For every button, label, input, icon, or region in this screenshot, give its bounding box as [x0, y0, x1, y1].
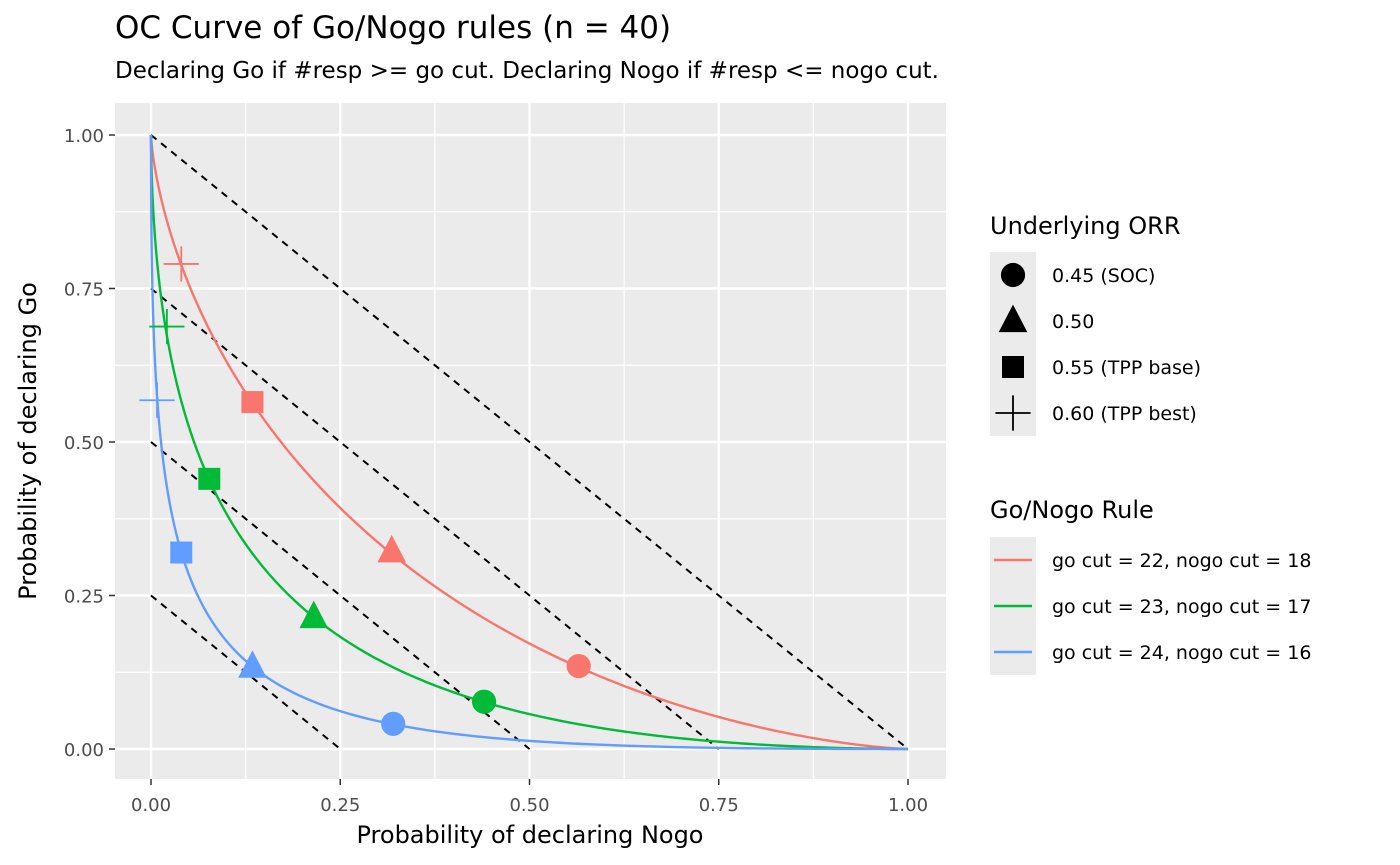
legend-rule-label-2: go cut = 24, nogo cut = 16 — [1052, 642, 1311, 664]
legend-orr-title: Underlying ORR — [990, 212, 1181, 240]
point-s1-triangle — [299, 600, 329, 629]
axes: 0.00 0.25 0.50 0.75 1.00 0.00 0.25 0.50 0.75 1.00 — [64, 126, 928, 816]
point-s2-plus — [139, 382, 175, 418]
y-tick-label-4: 1.00 — [64, 126, 104, 147]
x-tick-label-2: 0.50 — [509, 795, 549, 816]
reference-line-1 — [150, 287, 720, 750]
chart-title: OC Curve of Go/Nogo rules (n = 40) — [115, 10, 672, 46]
legend-orr-label-3: 0.60 (TPP best) — [1052, 403, 1197, 425]
legend-rule-label-1: go cut = 23, nogo cut = 17 — [1052, 596, 1311, 618]
point-s0-plus — [163, 246, 199, 282]
x-axis-label: Probability of declaring Nogo — [357, 821, 704, 849]
point-s0-square — [241, 391, 264, 414]
legend-orr-label-1: 0.50 — [1052, 311, 1094, 333]
y-tick-label-1: 0.25 — [64, 587, 104, 608]
legend-orr-key-square — [1002, 356, 1024, 378]
legend-orr-label-0: 0.45 (SOC) — [1052, 265, 1155, 287]
chart-subtitle: Declaring Go if #resp >= go cut. Declari… — [115, 58, 939, 84]
reference-line-0 — [150, 134, 909, 750]
legend-orr-key-triangle — [998, 304, 1028, 333]
legend-underlying-orr: Underlying ORR 0.45 (SOC) 0.50 0.55 (TPP b… — [990, 212, 1201, 436]
point-s1-circle — [471, 689, 497, 714]
x-tick-label-4: 1.00 — [888, 795, 928, 816]
point-s2-square — [170, 541, 193, 564]
x-tick-label-1: 0.25 — [320, 795, 360, 816]
data-points — [139, 246, 591, 736]
x-tick-label-0: 0.00 — [131, 795, 171, 816]
point-s0-circle — [566, 654, 591, 679]
y-axis-label: Probability of declaring Go — [14, 282, 42, 600]
point-s2-triangle — [238, 650, 267, 678]
legend-orr-label-2: 0.55 (TPP base) — [1052, 357, 1201, 379]
y-tick-label-0: 0.00 — [64, 740, 104, 761]
point-s1-square — [198, 467, 221, 490]
x-tick-label-3: 0.75 — [699, 795, 739, 816]
legend-orr-key-circle — [1000, 262, 1026, 288]
point-s0-triangle — [377, 534, 407, 563]
y-tick-label-2: 0.50 — [64, 433, 104, 454]
point-s2-circle — [381, 711, 406, 736]
legend-rule-title: Go/Nogo Rule — [990, 496, 1154, 524]
point-s1-plus — [149, 308, 185, 345]
legend-orr-key-plus — [995, 395, 1031, 431]
legend-rule-label-0: go cut = 22, nogo cut = 18 — [1052, 550, 1311, 572]
y-tick-label-3: 0.75 — [64, 280, 104, 301]
legend-go-nogo-rule: Go/Nogo Rule go cut = 22, nogo cut = 18 g… — [990, 496, 1311, 675]
